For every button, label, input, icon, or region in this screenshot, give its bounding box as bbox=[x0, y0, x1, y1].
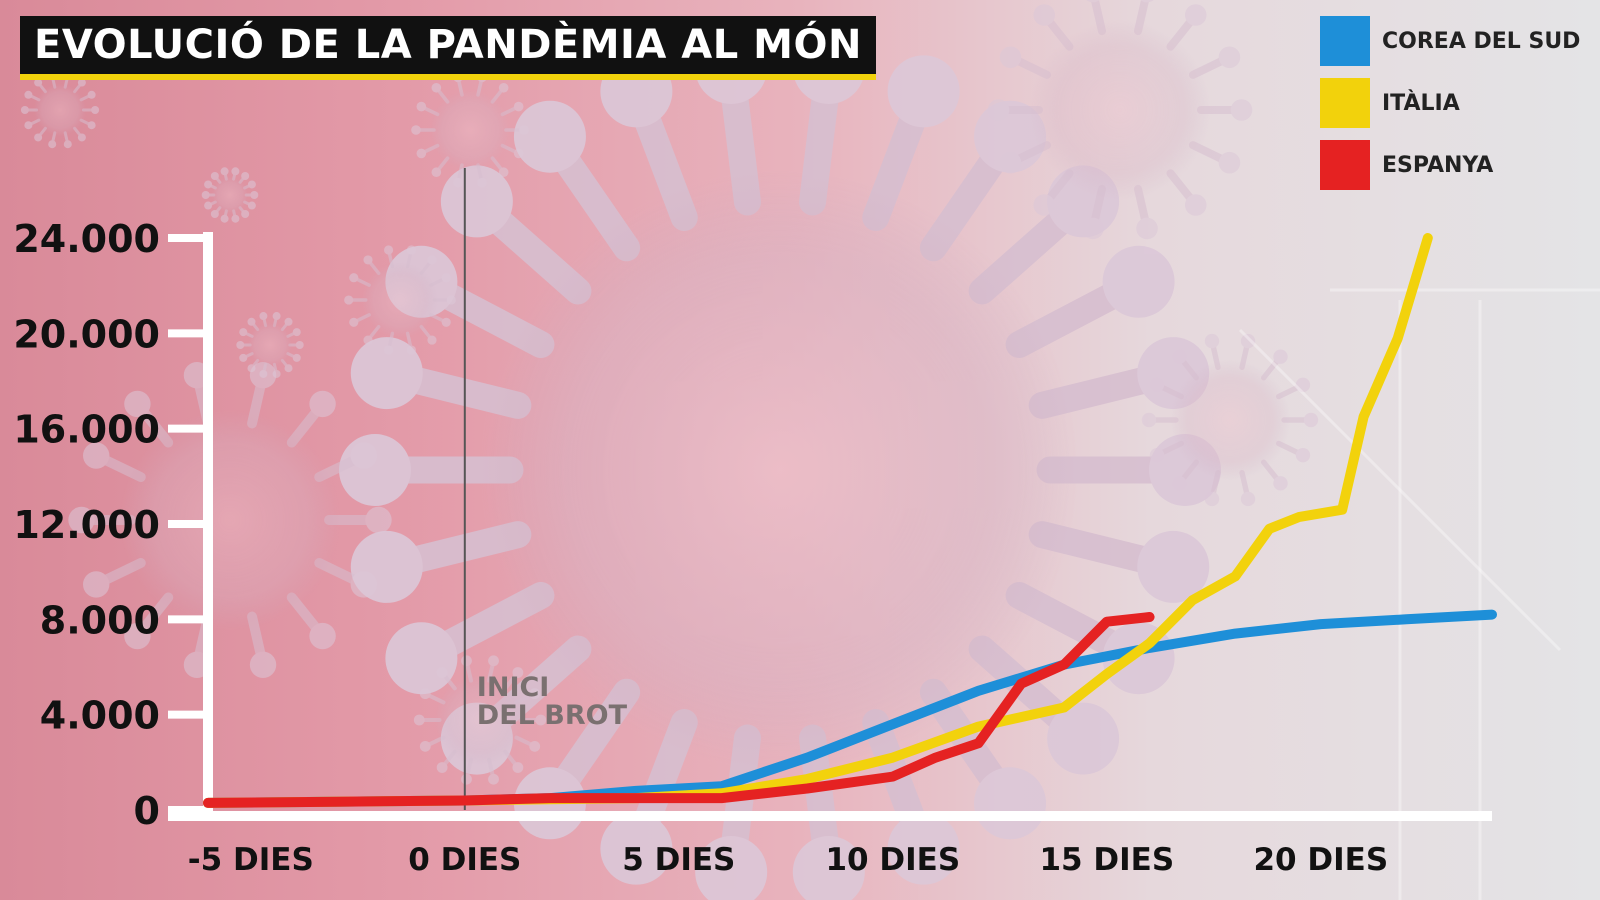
x-tick-label: 0 DIES bbox=[408, 842, 521, 878]
series-line-corea-del-sud bbox=[203, 609, 1497, 808]
x-tick-label: 20 DIES bbox=[1253, 842, 1388, 878]
y-tick-label: 24.000 bbox=[13, 217, 160, 261]
y-tick-label: 12.000 bbox=[13, 503, 160, 547]
x-tick-label: 5 DIES bbox=[622, 842, 735, 878]
legend-item-espanya: ESPANYA bbox=[1320, 140, 1580, 190]
y-tick-label: 8.000 bbox=[40, 598, 160, 642]
y-tick-label: 16.000 bbox=[13, 408, 160, 452]
outbreak-annotation: DEL BROT bbox=[477, 700, 628, 731]
x-tick-label: -5 DIES bbox=[188, 842, 314, 878]
legend-item-italia: ITÀLIA bbox=[1320, 78, 1580, 128]
series-lines bbox=[203, 233, 1497, 808]
axes: 0 4.000 8.000 12.000 16.000 20.000 24.000 -5 DI… bbox=[13, 217, 1492, 878]
legend: COREA DEL SUD ITÀLIA ESPANYA bbox=[1320, 16, 1580, 202]
series-line-it-lia bbox=[203, 233, 1433, 808]
legend-label-corea: COREA DEL SUD bbox=[1382, 28, 1581, 54]
legend-label-espanya: ESPANYA bbox=[1382, 152, 1494, 178]
legend-swatch-espanya bbox=[1320, 140, 1370, 190]
chart-title: EVOLUCIÓ DE LA PANDÈMIA AL MÓN bbox=[34, 22, 862, 68]
outbreak-annotation: INICI bbox=[477, 672, 550, 703]
legend-swatch-italia bbox=[1320, 78, 1370, 128]
title-banner: EVOLUCIÓ DE LA PANDÈMIA AL MÓN bbox=[20, 16, 876, 80]
y-tick-label: 0 bbox=[134, 789, 160, 833]
y-tick-label: 20.000 bbox=[13, 312, 160, 356]
legend-item-corea: COREA DEL SUD bbox=[1320, 16, 1580, 66]
background-lines bbox=[1238, 288, 1600, 900]
series-line-espanya bbox=[203, 612, 1155, 808]
x-tick-label: 10 DIES bbox=[825, 842, 960, 878]
y-tick-label: 4.000 bbox=[40, 694, 160, 738]
legend-label-italia: ITÀLIA bbox=[1382, 90, 1460, 116]
x-tick-label: 15 DIES bbox=[1039, 842, 1174, 878]
legend-swatch-corea bbox=[1320, 16, 1370, 66]
